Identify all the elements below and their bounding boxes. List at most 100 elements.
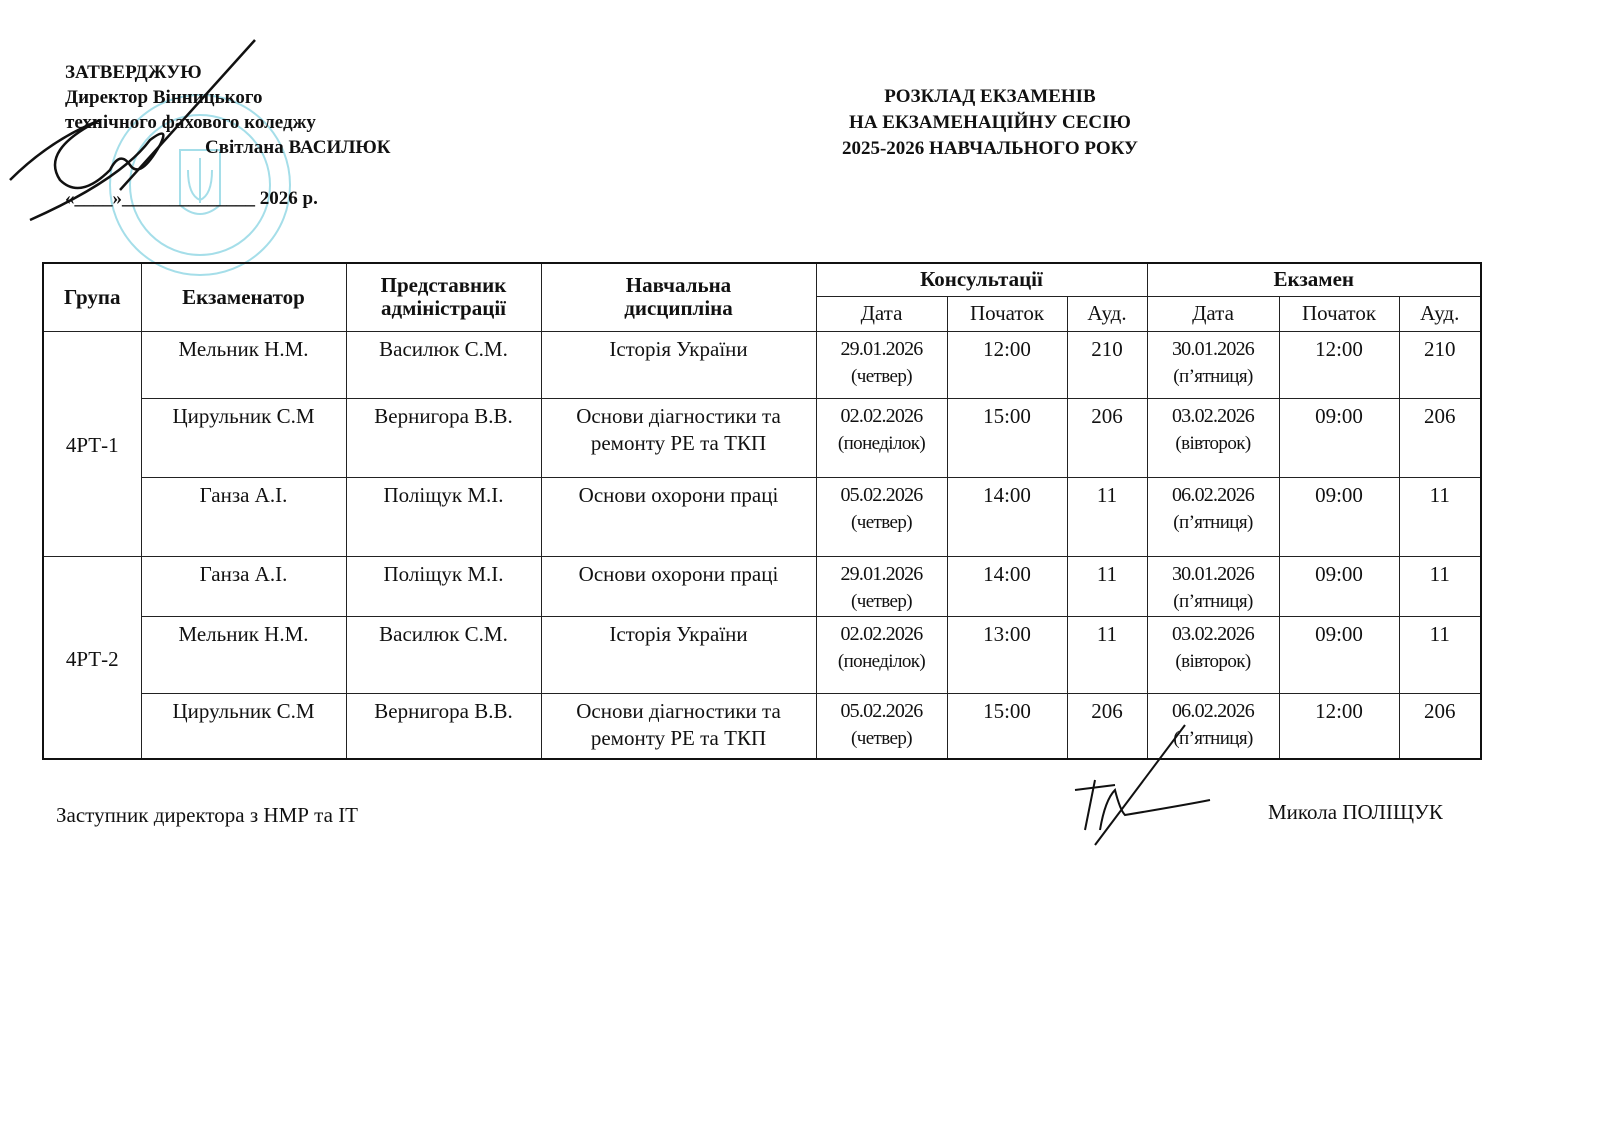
header-consult-date: Дата xyxy=(815,295,948,332)
header-exam-start: Початок xyxy=(1278,295,1400,332)
exam-date-cell: 06.02.2026 (п’ятниця) xyxy=(1146,692,1280,760)
discipline-cell: Основи охорони праці xyxy=(540,476,817,557)
examiner-cell: Цирульник С.М xyxy=(140,692,347,760)
exam-start-cell: 12:00 xyxy=(1278,330,1400,399)
examiner-cell: Ганза А.І. xyxy=(140,476,347,557)
header-consult-room: Ауд. xyxy=(1066,295,1148,332)
consult-date-cell-weekday: (понеділок) xyxy=(837,650,926,672)
exam-date-cell: 30.01.2026 (п’ятниця) xyxy=(1146,330,1280,399)
exam-schedule-table: Група Екзаменатор Представник адміністра… xyxy=(42,262,1482,760)
admin-cell: Василюк С.М. xyxy=(345,615,542,694)
exam-date-cell: 03.02.2026 (вівторок) xyxy=(1146,397,1280,478)
consult-date-cell-weekday: (четвер) xyxy=(851,365,913,387)
exam-room-cell: 206 xyxy=(1398,692,1482,760)
exam-date-cell: 06.02.2026 (п’ятниця) xyxy=(1146,476,1280,557)
admin-cell: Вернигора В.В. xyxy=(345,692,542,760)
consult-start-cell: 13:00 xyxy=(946,615,1068,694)
exam-date-cell-value: 30.01.2026 xyxy=(1171,337,1255,360)
exam-date-cell-value: 06.02.2026 xyxy=(1171,483,1255,506)
consult-date-cell-weekday: (четвер) xyxy=(851,590,913,612)
consult-room-cell: 206 xyxy=(1066,397,1148,478)
consult-room-cell: 11 xyxy=(1066,615,1148,694)
consult-room-cell: 206 xyxy=(1066,692,1148,760)
consult-date-cell-weekday: (четвер) xyxy=(851,511,913,533)
title-line-1: РОЗКЛАД ЕКЗАМЕНІВ xyxy=(884,86,1096,107)
header-group: Група xyxy=(42,262,142,332)
header-consult-start: Початок xyxy=(946,295,1068,332)
consult-date-cell: 29.01.2026 (четвер) xyxy=(815,330,948,399)
header-consultations: Консультації xyxy=(815,262,1148,297)
consult-start-cell: 14:00 xyxy=(946,476,1068,557)
title-line-3: 2025-2026 НАВЧАЛЬНОГО РОКУ xyxy=(841,138,1138,159)
approval-signatory: Світлана ВАСИЛЮК xyxy=(205,137,391,158)
approval-line-1: Директор Вінницького xyxy=(65,87,263,108)
header-admin: Представник адміністрації xyxy=(345,262,542,332)
approval-block: ЗАТВЕРДЖУЮ Директор Вінницького технічно… xyxy=(65,60,391,211)
exam-date-cell-weekday: (вівторок) xyxy=(1175,432,1251,454)
approval-heading: ЗАТВЕРДЖУЮ xyxy=(65,62,202,83)
exam-date-cell-value: 03.02.2026 xyxy=(1171,622,1255,645)
consult-date-cell: 02.02.2026 (понеділок) xyxy=(815,615,948,694)
exam-start-cell: 12:00 xyxy=(1278,692,1400,760)
consult-date-cell-value: 02.02.2026 xyxy=(840,622,923,645)
admin-cell: Поліщук М.І. xyxy=(345,555,542,617)
exam-date-cell-weekday: (п’ятниця) xyxy=(1173,511,1253,533)
consult-date-cell: 05.02.2026 (четвер) xyxy=(815,692,948,760)
consult-date-cell: 02.02.2026 (понеділок) xyxy=(815,397,948,478)
deputy-name: Микола ПОЛІЩУК xyxy=(1268,800,1443,824)
exam-date-cell-weekday: (п’ятниця) xyxy=(1173,365,1253,387)
exam-start-cell: 09:00 xyxy=(1278,476,1400,557)
table-row: Цирульник С.М Вернигора В.В. Основи діагно… xyxy=(43,397,1482,478)
consult-start-cell: 15:00 xyxy=(946,397,1068,478)
table-row: 4РТ-1 Мельник Н.М. Василюк С.М. Історія Укр… xyxy=(42,330,1482,557)
consult-room-cell: 11 xyxy=(1066,555,1148,617)
exam-room-cell: 11 xyxy=(1398,615,1482,694)
exam-date-cell-weekday: (п’ятниця) xyxy=(1173,727,1253,749)
exam-room-cell: 210 xyxy=(1398,330,1482,399)
consult-date-cell-value: 02.02.2026 xyxy=(840,404,923,427)
header-discipline: Навчальна дисципліна xyxy=(540,262,817,332)
discipline-cell: Основи охорони праці xyxy=(540,555,817,617)
consult-date-cell-value: 29.01.2026 xyxy=(840,562,923,585)
consult-date-cell-value: 05.02.2026 xyxy=(840,699,923,722)
table-row: 4РТ-2 Ганза А.І. Поліщук М.І. Основи охорон… xyxy=(42,555,1482,760)
title-line-2: НА ЕКЗАМЕНАЦІЙНУ СЕСІЮ xyxy=(849,112,1131,133)
discipline-cell: Основи діагностики та ремонту РЕ та ТКП xyxy=(540,692,817,760)
discipline-cell: Основи діагностики та ремонту РЕ та ТКП xyxy=(540,397,817,478)
table-row: Ганза А.І. Поліщук М.І. Основи охорони пра… xyxy=(43,476,1482,557)
exam-room-cell: 206 xyxy=(1398,397,1482,478)
exam-date-cell-weekday: (вівторок) xyxy=(1175,650,1251,672)
consult-date-cell-value: 05.02.2026 xyxy=(840,483,923,506)
admin-cell: Василюк С.М. xyxy=(345,330,542,399)
exam-room-cell: 11 xyxy=(1398,476,1482,557)
group-cell: 4РТ-2 xyxy=(42,555,142,760)
header-exam-room: Ауд. xyxy=(1398,295,1482,332)
examiner-cell: Мельник Н.М. xyxy=(140,615,347,694)
approval-date-line: «____»______________ 2026 р. xyxy=(65,188,318,209)
exam-date-cell: 30.01.2026 (п’ятниця) xyxy=(1146,555,1280,617)
discipline-cell: Історія України xyxy=(540,330,817,399)
examiner-cell: Ганза А.І. xyxy=(140,555,347,617)
admin-cell: Вернигора В.В. xyxy=(345,397,542,478)
table-row: Цирульник С.М Вернигора В.В. Основи діагно… xyxy=(43,692,1482,760)
exam-date-cell-value: 06.02.2026 xyxy=(1171,699,1255,722)
exam-date-cell-value: 30.01.2026 xyxy=(1171,562,1255,585)
group-cell: 4РТ-1 xyxy=(42,330,142,557)
exam-date-cell: 03.02.2026 (вівторок) xyxy=(1146,615,1280,694)
admin-cell: Поліщук М.І. xyxy=(345,476,542,557)
header-examiner: Екзаменатор xyxy=(140,262,347,332)
exam-date-cell-weekday: (п’ятниця) xyxy=(1173,590,1253,612)
discipline-cell: Історія України xyxy=(540,615,817,694)
exam-start-cell: 09:00 xyxy=(1278,397,1400,478)
approval-line-2: технічного фахового коледжу xyxy=(65,112,316,133)
examiner-cell: Мельник Н.М. xyxy=(140,330,347,399)
consult-date-cell: 05.02.2026 (четвер) xyxy=(815,476,948,557)
header-exam-date: Дата xyxy=(1146,295,1280,332)
exam-start-cell: 09:00 xyxy=(1278,555,1400,617)
table-row: Мельник Н.М. Василюк С.М. Історія України 0… xyxy=(43,615,1482,694)
exam-room-cell: 11 xyxy=(1398,555,1482,617)
document-title: РОЗКЛАД ЕКЗАМЕНІВ НА ЕКЗАМЕНАЦІЙНУ СЕСІЮ… xyxy=(730,84,1250,162)
consult-start-cell: 12:00 xyxy=(946,330,1068,399)
consult-room-cell: 11 xyxy=(1066,476,1148,557)
deputy-position: Заступник директора з НМР та ІТ xyxy=(56,803,359,827)
